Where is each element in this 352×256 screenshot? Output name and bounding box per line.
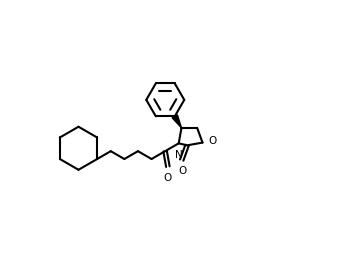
Text: O: O bbox=[179, 166, 187, 176]
Polygon shape bbox=[172, 115, 181, 128]
Text: O: O bbox=[164, 173, 172, 183]
Text: O: O bbox=[208, 136, 216, 146]
Text: N: N bbox=[175, 151, 183, 161]
